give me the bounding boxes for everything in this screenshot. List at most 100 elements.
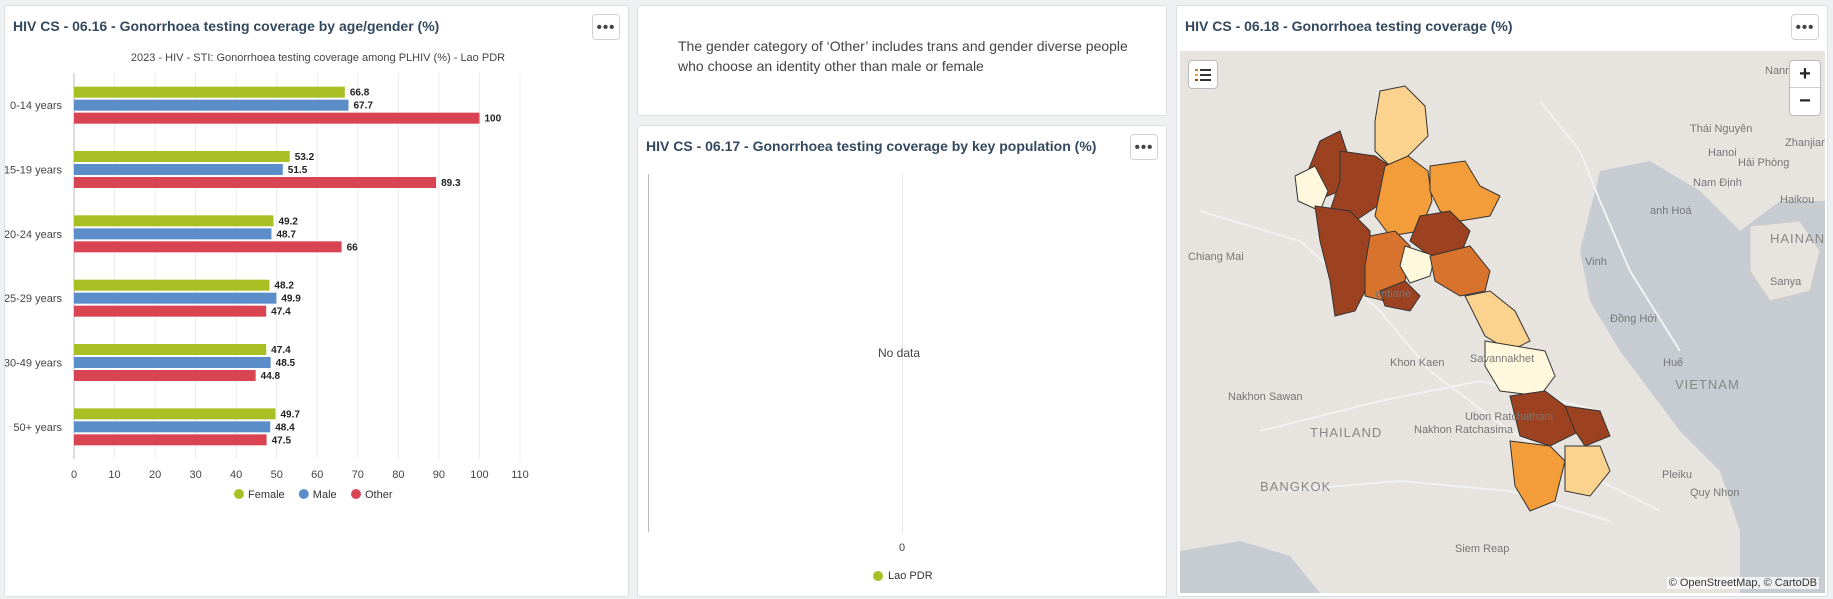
province-attapeu[interactable] [1564, 445, 1611, 497]
gender-note-panel: The gender category of ‘Other’ includes … [637, 5, 1167, 116]
map-label: Haikou [1780, 194, 1815, 206]
legend-item-male[interactable]: Male [298, 489, 337, 501]
bar-female [74, 408, 276, 420]
province-khammouane[interactable] [1464, 290, 1531, 352]
province-vientiane-capital[interactable] [1379, 280, 1421, 312]
map-label: Sanya [1770, 276, 1802, 288]
map-label: VIETNAM [1675, 377, 1740, 392]
x-tick-label: 110 [511, 469, 529, 481]
lao-provinces [1294, 85, 1611, 512]
map-basemap [1180, 85, 1825, 593]
legend-label: Other [365, 489, 393, 501]
choropleth-map[interactable]: Nanning Zhanjiang Thái Nguyên Hanoi Hải … [1180, 51, 1825, 593]
data-label: 49.2 [278, 216, 298, 227]
map-label: Quy Nhon [1690, 487, 1740, 499]
zoom-in-button[interactable]: + [1790, 61, 1820, 88]
legend-label: Female [248, 489, 285, 501]
data-label: 47.5 [272, 435, 292, 446]
map-attribution[interactable]: © OpenStreetMap, © CartoDB [1666, 577, 1819, 589]
map-label: Savannakhet [1470, 353, 1535, 365]
bar-female [74, 344, 267, 355]
bar-chart: 2023 - HIV - STI: Gonorrhoea testing cov… [5, 52, 529, 501]
map-label: Siem Reap [1455, 543, 1510, 555]
chart-zero-gridline [902, 174, 903, 532]
category-label: 15-19 years [5, 165, 62, 177]
bar-female [74, 86, 345, 98]
bar-male [74, 228, 272, 240]
data-label: 67.7 [353, 101, 373, 112]
bar-other [74, 177, 437, 188]
map-label: Zhanjiang [1785, 137, 1825, 149]
bar-male [74, 421, 271, 433]
legend-item-female[interactable]: Female [234, 489, 285, 501]
legend-item-lao-pdr[interactable]: Lao PDR [873, 570, 933, 582]
bar-other [74, 305, 267, 317]
bar-male [74, 99, 349, 111]
panel-menu-button[interactable]: ••• [1130, 134, 1158, 160]
map-label: Vinh [1585, 256, 1607, 268]
map-legend-toggle-button[interactable] [1188, 60, 1218, 89]
map-label: entiane [1375, 288, 1412, 300]
bar-female [74, 215, 274, 227]
province-bokeo[interactable] [1294, 165, 1329, 212]
bar-female [74, 279, 270, 291]
map-label: Hanoi [1708, 147, 1737, 159]
legend-item-other[interactable]: Other [351, 489, 393, 501]
x-tick-label: 70 [352, 469, 364, 481]
map-label: HAINAN [1770, 231, 1825, 246]
bar-other [74, 434, 267, 446]
x-tick-label: 60 [311, 469, 323, 481]
legend-marker [234, 489, 244, 499]
bar-female [74, 151, 290, 162]
panel-title: HIV CS - 06.18 - Gonorrhoea testing cove… [1185, 18, 1513, 34]
gulf-of-thailand [1180, 541, 1320, 593]
data-label: 89.3 [441, 178, 461, 189]
map-label: Ubon Ratchathani [1465, 411, 1554, 423]
legend-marker [298, 489, 309, 499]
panel-title: HIV CS - 06.16 - Gonorrhoea testing cove… [13, 18, 440, 34]
data-label: 47.4 [271, 345, 291, 356]
data-label: 66.8 [350, 88, 370, 99]
province-champasak[interactable] [1509, 440, 1566, 512]
data-label: 49.9 [281, 294, 301, 305]
data-label: 100 [484, 114, 501, 125]
province-phongsaly[interactable] [1374, 85, 1429, 167]
province-bolikhamxay[interactable] [1429, 245, 1491, 297]
data-label: 47.4 [271, 307, 291, 318]
zoom-out-button[interactable]: − [1799, 90, 1811, 112]
panel-menu-button[interactable]: ••• [592, 14, 620, 40]
data-label: 49.7 [281, 409, 301, 420]
map-label: Chiang Mai [1188, 251, 1244, 263]
data-label: 66 [347, 242, 359, 253]
data-label: 48.2 [274, 281, 294, 292]
x-tick-label: 50 [271, 469, 283, 481]
bar-other [74, 241, 342, 253]
panel-title: HIV CS - 06.17 - Gonorrhoea testing cove… [646, 138, 1097, 154]
x-tick-label: 10 [108, 469, 120, 481]
age-gender-chart-panel: HIV CS - 06.16 - Gonorrhoea testing cove… [4, 5, 629, 597]
map-label: Huế [1663, 357, 1684, 369]
map-label: THAILAND [1310, 425, 1383, 440]
map-label: BANGKOK [1260, 479, 1332, 494]
category-label: 50+ years [13, 422, 62, 434]
province-houaphanh[interactable] [1429, 160, 1501, 222]
bar-male [74, 292, 277, 304]
province-xaysomboun[interactable] [1399, 245, 1436, 284]
coverage-map-panel: HIV CS - 06.18 - Gonorrhoea testing cove… [1176, 5, 1828, 597]
province-oudomxay[interactable] [1329, 150, 1391, 222]
legend-label: Male [313, 489, 337, 501]
x-tick-label: 0 [899, 542, 906, 554]
province-savannakhet[interactable] [1484, 340, 1556, 397]
category-label: 0-14 years [10, 100, 62, 112]
map-label: Thái Nguyên [1690, 123, 1753, 135]
bar-other [74, 112, 480, 124]
list-icon [1195, 68, 1211, 81]
map-label: Hải Phòng [1738, 157, 1790, 169]
legend-label: Lao PDR [888, 570, 933, 582]
road [1539, 100, 1681, 352]
province-sekong[interactable] [1564, 405, 1611, 447]
map-label: Pleiku [1662, 469, 1692, 481]
panel-menu-button[interactable]: ••• [1791, 14, 1819, 40]
province-sayaboury[interactable] [1314, 205, 1371, 317]
map-label: Khon Kaen [1390, 357, 1445, 369]
